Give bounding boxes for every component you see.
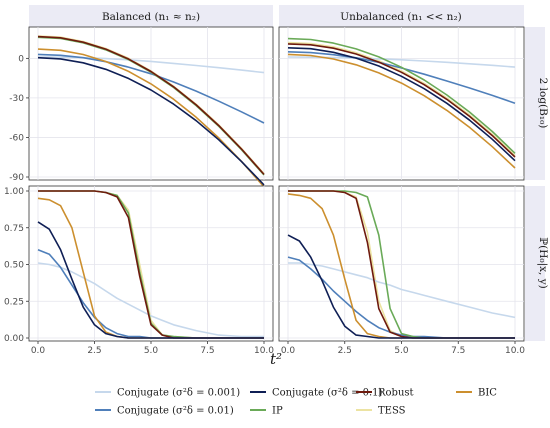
series-line — [287, 234, 515, 339]
row-strip-posterior-probability: ℙ(H₀|x, y) — [525, 186, 549, 341]
y-tick-label: 0.50 — [4, 261, 24, 271]
row-strip-bayes-factor: 2 log(B₁₀) — [525, 27, 549, 180]
series-line — [37, 56, 265, 186]
x-tick-label: 0.0 — [281, 346, 296, 356]
series-line — [287, 41, 516, 157]
legend-item: Conjugate (σ²δ = 0.1) — [250, 388, 383, 399]
legend-label: Robust — [378, 388, 414, 399]
x-tick-label: 0.0 — [31, 346, 46, 356]
y-tick-label: -60 — [9, 133, 24, 143]
y-tick-label: 0 — [18, 54, 24, 64]
x-tick-label: 2.5 — [338, 346, 352, 356]
legend-label: IP — [272, 406, 283, 417]
legend-item: Conjugate (σ²δ = 0.01) — [95, 406, 234, 417]
series-line — [37, 48, 265, 188]
column-strip-label: Balanced (n₁ ≈ n₂) — [102, 11, 200, 23]
legend-label: Conjugate (σ²δ = 0.1) — [272, 388, 383, 399]
row-strip-label: ℙ(H₀|x, y) — [536, 237, 549, 289]
series-line — [287, 47, 516, 162]
x-axis-title: t² — [270, 350, 282, 368]
panel-top-right — [278, 26, 525, 181]
column-strip-unbalanced: Unbalanced (n₁ << n₂) — [279, 5, 524, 27]
panel-top-left: 0 -30 -60 -90 — [9, 26, 274, 188]
series-line — [287, 43, 516, 158]
x-tick-label: 10.0 — [505, 346, 525, 356]
legend-label: BIC — [478, 388, 497, 399]
series-line — [37, 53, 265, 124]
series-line — [37, 35, 265, 175]
series-line — [288, 262, 516, 319]
column-strip-label: Unbalanced (n₁ << n₂) — [340, 11, 462, 23]
series-line — [287, 53, 516, 169]
legend-item: Robust — [356, 388, 414, 399]
x-tick-label: 5.0 — [394, 346, 409, 356]
y-tick-label: 0.25 — [4, 297, 24, 307]
legend-item: TESS — [356, 406, 406, 417]
x-tick-label: 5.0 — [144, 346, 159, 356]
row-strip-label: 2 log(B₁₀) — [537, 78, 549, 129]
y-tick-label: 0.00 — [4, 334, 24, 344]
legend: Conjugate (σ²δ = 0.001) Conjugate (σ²δ = … — [95, 388, 497, 417]
y-tick-label: -30 — [9, 94, 24, 104]
series-line — [287, 37, 516, 154]
legend-item: IP — [250, 406, 283, 417]
x-tick-label: 7.5 — [451, 346, 465, 356]
y-tick-label: 0.75 — [4, 224, 24, 234]
column-strip-balanced: Balanced (n₁ ≈ n₂) — [29, 5, 273, 27]
y-tick-label: 1.00 — [4, 187, 24, 197]
legend-item: BIC — [456, 388, 497, 399]
panel-bottom-left: 0.0 2.5 5.0 7.5 10.0 0.00 0.25 0.50 0.75 1.00 — [4, 185, 274, 356]
series-line — [37, 221, 264, 339]
legend-label: TESS — [378, 406, 406, 417]
legend-label: Conjugate (σ²δ = 0.001) — [117, 388, 240, 399]
legend-label: Conjugate (σ²δ = 0.01) — [117, 406, 234, 417]
y-tick-label: -90 — [9, 173, 24, 183]
panel-bottom-right: 0.0 2.5 5.0 7.5 10.0 — [278, 185, 525, 356]
legend-item: Conjugate (σ²δ = 0.001) — [95, 388, 240, 399]
x-tick-label: 7.5 — [200, 346, 214, 356]
x-tick-label: 10.0 — [254, 346, 274, 356]
x-tick-label: 2.5 — [87, 346, 101, 356]
